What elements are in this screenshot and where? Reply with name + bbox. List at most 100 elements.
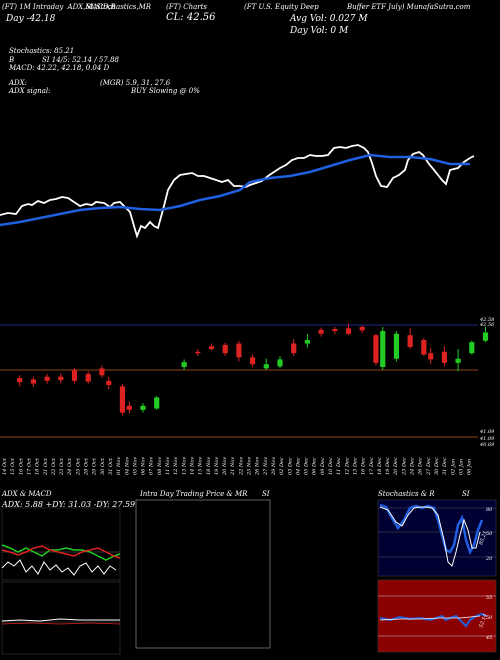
date-tick-label: 02 Jan	[450, 459, 456, 475]
date-tick-label: 14 Oct	[2, 457, 8, 475]
date-tick-label: 24 Oct	[67, 457, 73, 476]
date-tick-label: 12 Dec	[344, 457, 350, 475]
date-tick-label: 31 Oct	[108, 457, 114, 475]
date-tick-label: 22 Oct	[51, 457, 57, 476]
adx-minus-di-line	[1, 545, 121, 559]
close-price: CL: 42.56	[166, 12, 216, 23]
date-tick-label: 13 Nov	[181, 457, 187, 475]
date-tick-label: 29 Nov	[271, 457, 277, 476]
date-tick-label: 05 Dec	[304, 457, 310, 475]
header-title-3: SI,Stochastics,MR	[86, 3, 152, 11]
date-tick-label: 05 Nov	[132, 457, 138, 475]
day-volume: Day Vol: 0 M	[290, 26, 349, 36]
price-label-bottom-2: 41.09	[479, 436, 495, 442]
date-tick-label: 16 Dec	[361, 457, 367, 475]
date-tick-label: 25 Oct	[75, 457, 81, 476]
candle-body	[181, 362, 187, 368]
intraday-panel	[135, 499, 271, 649]
panel-intraday-title: Intra Day Trading Price & MR	[140, 490, 248, 498]
avg-volume: Avg Vol: 0.027 M	[290, 14, 368, 24]
price-label-top-1: 42.58	[479, 317, 494, 323]
stochastics-readout: Stochastics: 85.21	[9, 47, 75, 55]
stoch-k-line	[379, 503, 484, 556]
candle-body	[441, 351, 447, 363]
date-tick-label: 02 Dec	[279, 457, 285, 475]
candlesticks	[17, 323, 489, 416]
date-tick-label: 04 Dec	[295, 457, 301, 475]
candle-body	[345, 328, 352, 334]
date-tick-label: 12 Nov	[173, 457, 179, 475]
price-label-bottom-3: 40.69	[479, 442, 495, 448]
date-tick-label: 06 Nov	[141, 457, 147, 475]
moving-average-line	[0, 153, 470, 227]
si-signal-line	[379, 615, 481, 621]
date-tick-label: 03 Dec	[287, 457, 293, 475]
date-tick-label: 15 Nov	[198, 457, 204, 475]
candle-body	[393, 333, 400, 359]
candle-body	[250, 357, 256, 365]
panel-adx-title: ADX & MACD	[2, 490, 52, 498]
candle-body	[332, 328, 338, 332]
date-tick-label: 15 Oct	[10, 457, 16, 475]
date-tick-label: 11 Dec	[336, 457, 342, 475]
price-label-top-2: 42.56	[479, 322, 495, 328]
candle-body	[30, 379, 36, 384]
panel-stoch-si: SI	[462, 490, 470, 498]
date-tick-label: 17 Oct	[26, 457, 32, 475]
candle-body	[469, 342, 475, 354]
date-tick-label: 21 Nov	[230, 457, 236, 476]
panel-stoch-title: Stochastics & R	[378, 490, 435, 498]
date-tick-label: 19 Nov	[214, 457, 220, 475]
candle-body	[17, 378, 23, 383]
panel-intraday-si: SI	[262, 490, 270, 498]
candle-body	[44, 376, 50, 381]
adx-line	[1, 559, 117, 576]
date-tick-label: 06 Dec	[312, 457, 318, 475]
adx-signal-label: ADX signal:	[9, 87, 51, 95]
macd-signal-line	[1, 622, 121, 625]
candle-body	[318, 329, 324, 334]
stoch-value-label: 85.21	[478, 530, 489, 546]
date-tick-label: 08 Nov	[157, 457, 163, 475]
date-tick-label: 11 Nov	[165, 457, 171, 475]
candle-body	[407, 335, 413, 347]
signal-readout: BUY Slowing @ 0%	[131, 87, 200, 95]
candle-body	[154, 397, 160, 409]
date-tick-label: 22 Nov	[238, 457, 244, 476]
date-axis: 14 Oct 15 Oct 16 Oct 17 Oct 18 Oct 21 Oct 22 O…	[2, 457, 473, 476]
date-tick-label: 23 Oct	[59, 457, 65, 476]
price-label-bottom-1: 41.09	[479, 429, 495, 435]
candle-body	[71, 369, 78, 381]
si-label: B	[9, 56, 15, 64]
macd-panel	[1, 581, 121, 655]
adx-panel	[1, 507, 121, 581]
si-lower-label: 45	[485, 635, 492, 641]
candle-body	[119, 386, 126, 413]
date-tick-label: 09 Dec	[320, 457, 326, 475]
macd-line	[1, 618, 120, 622]
price-line	[0, 144, 475, 239]
date-tick-label: 29 Oct	[92, 457, 98, 476]
stoch-80-label: 80	[486, 507, 493, 513]
date-tick-label: 01 Nov	[116, 457, 122, 475]
candle-body	[106, 380, 112, 385]
candle-body	[455, 358, 461, 363]
candle-body	[373, 335, 379, 363]
candle-body	[99, 368, 105, 376]
date-tick-label: 03 Jan	[458, 459, 464, 475]
macd-readout: MACD: 42.22, 42.18, 0.04 D	[9, 64, 110, 72]
si-readout: SI 14/5: 52.14 / 57.88	[42, 56, 119, 64]
candle-body	[482, 332, 489, 341]
candle-body	[291, 343, 297, 354]
si-value-label: 52.14	[478, 613, 489, 629]
date-tick-label: 31 Dec	[442, 457, 448, 475]
date-tick-label: 25 Nov	[247, 457, 253, 476]
candle-body	[277, 359, 283, 367]
adx-readout: (MGR) 5.9, 31, 27.6	[100, 79, 171, 87]
si-upper-label: 55	[486, 595, 492, 601]
date-tick-label: 30 Oct	[100, 457, 106, 475]
date-tick-label: 13 Dec	[352, 457, 358, 475]
date-tick-label: 19 Dec	[385, 457, 391, 475]
candle-body	[85, 373, 91, 382]
